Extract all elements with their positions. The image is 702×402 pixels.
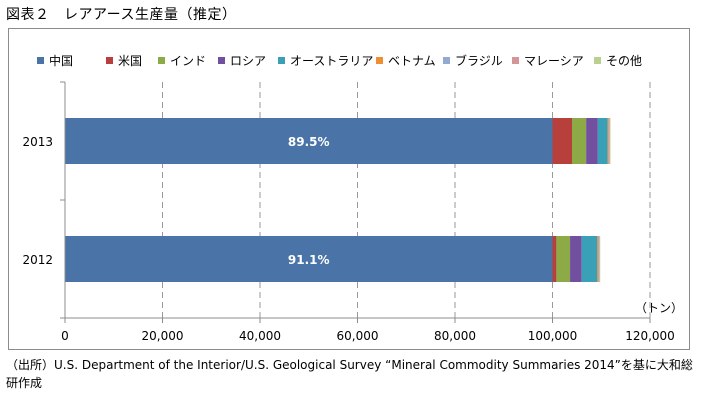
bar-segment <box>570 236 582 282</box>
legend-label: インド <box>170 54 206 68</box>
legend-label: 米国 <box>118 54 142 68</box>
legend-label: その他 <box>606 54 642 68</box>
bar-segment <box>597 118 608 164</box>
bar-segment <box>572 118 587 164</box>
category-label: 2013 <box>22 135 53 149</box>
bar-segment <box>65 118 553 164</box>
legend-label: ブラジル <box>455 53 503 68</box>
legend-swatch <box>376 57 383 64</box>
legend-swatch <box>594 57 601 64</box>
bar-segment <box>556 236 571 282</box>
bar-segment <box>586 118 598 164</box>
bar-segment <box>65 236 553 282</box>
data-label: 89.5% <box>288 135 330 149</box>
category-label: 2012 <box>22 253 53 267</box>
legend-label: ベトナム <box>388 54 436 68</box>
x-tick-label: 0 <box>61 329 69 343</box>
legend-label: マレーシア <box>524 54 584 68</box>
bar-segment <box>609 118 611 164</box>
x-tick-label: 80,000 <box>434 329 476 343</box>
bar-segment <box>597 236 599 282</box>
x-tick-label: 40,000 <box>239 329 281 343</box>
x-tick-label: 120,000 <box>625 329 675 343</box>
legend-label: オーストラリア <box>290 54 373 68</box>
labels: 2013 2012 89.5% 91.1% <box>22 135 329 267</box>
legend-swatch <box>37 57 44 64</box>
source-note: （出所）U.S. Department of the Interior/U.S.… <box>6 358 693 390</box>
bar-segment <box>552 236 557 282</box>
legend-swatch <box>278 57 285 64</box>
x-tick-label: 20,000 <box>142 329 184 343</box>
data-label: 91.1% <box>288 253 330 267</box>
chart-frame <box>8 28 690 350</box>
legend: 中国 米国 インド ロシア オーストラリア ベトナム ブラジル マレーシア その他 <box>37 53 642 68</box>
legend-swatch <box>158 57 165 64</box>
bar-segment <box>599 236 601 282</box>
bars <box>65 118 611 282</box>
bar-segment <box>609 118 610 164</box>
legend-swatch <box>443 57 450 64</box>
legend-label: 中国 <box>49 53 73 68</box>
figure-title: 図表２ レアアース生産量（推定） <box>6 7 237 23</box>
legend-swatch <box>218 57 225 64</box>
bar-segment <box>599 236 600 282</box>
axes: 0 20,000 40,000 60,000 80,000 100,000 120,000 （… <box>60 81 683 343</box>
bar-segment <box>598 236 600 282</box>
legend-swatch <box>512 57 519 64</box>
x-tick-label: 60,000 <box>337 329 379 343</box>
legend-label: ロシア <box>230 54 266 68</box>
x-axis-unit-label: （トン） <box>635 301 683 315</box>
bar-segment <box>552 118 572 164</box>
legend-swatch <box>106 57 113 64</box>
bar-segment <box>607 118 609 164</box>
x-tick-label: 100,000 <box>528 329 578 343</box>
gridlines <box>162 82 651 318</box>
bar-segment <box>581 236 598 282</box>
bar-segment <box>608 118 610 164</box>
